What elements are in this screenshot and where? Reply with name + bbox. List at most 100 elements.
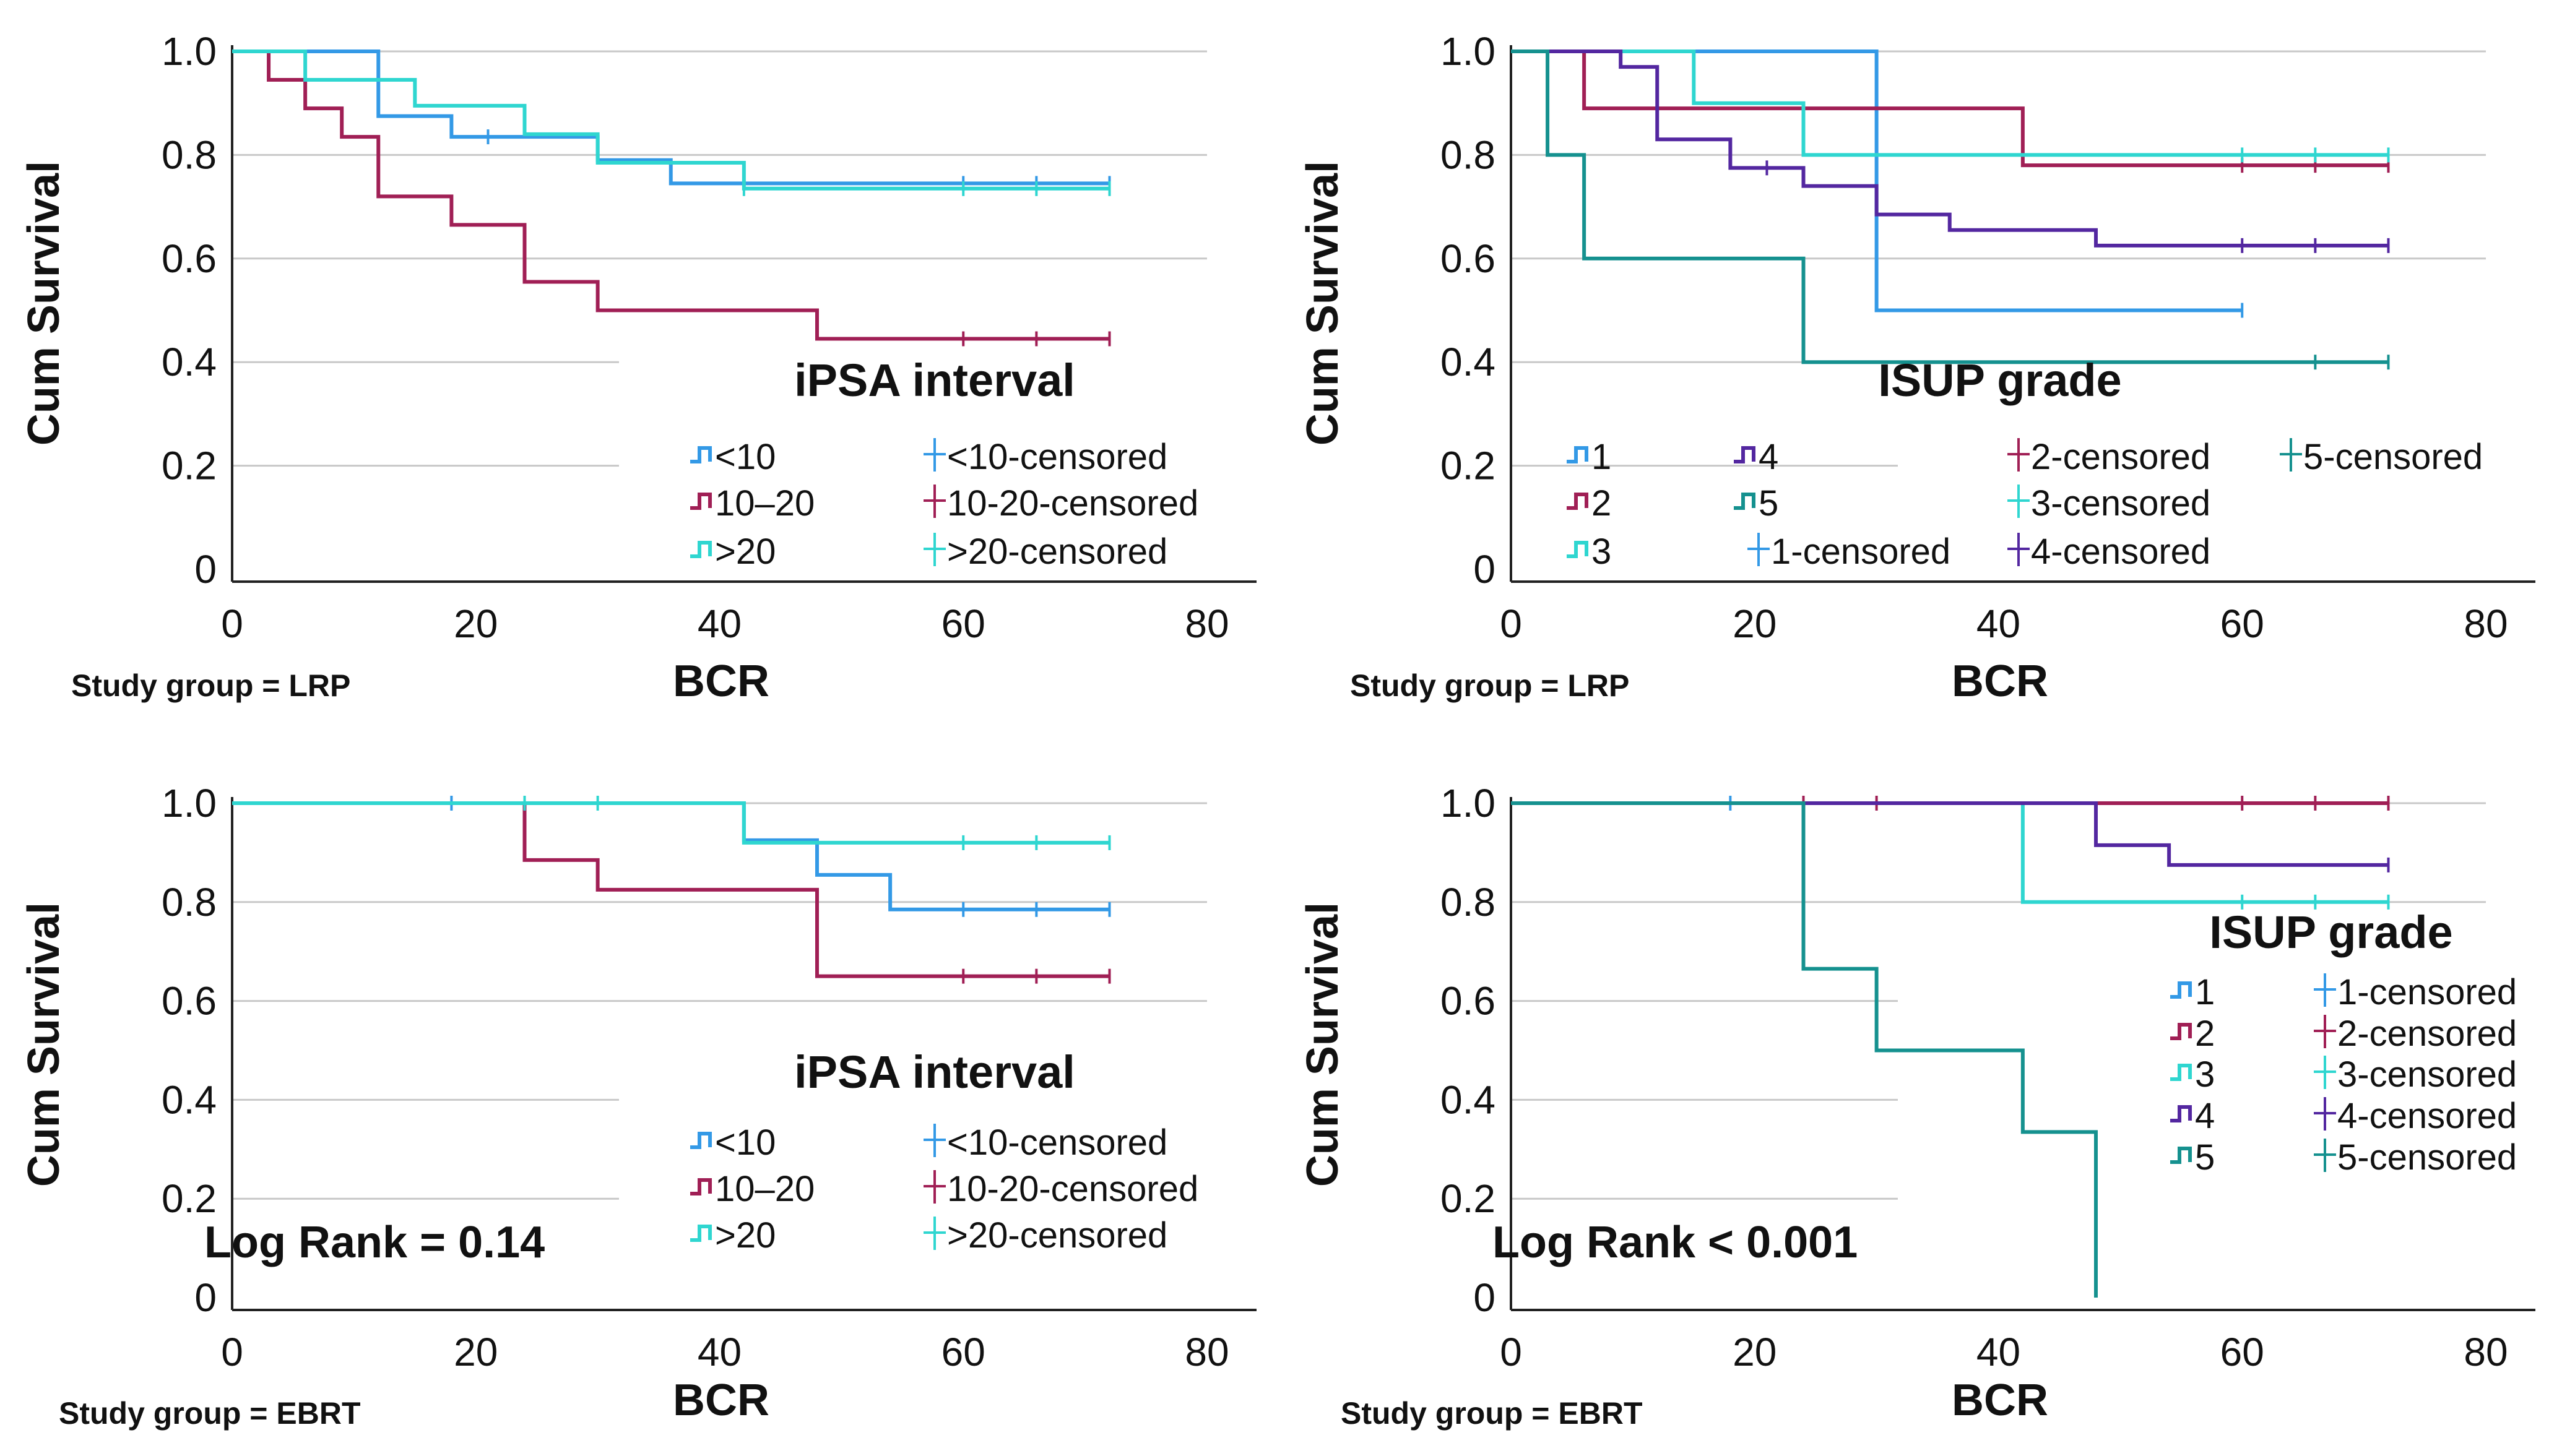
y-tick-label: 1.0 <box>162 781 217 825</box>
legend-label: 4-censored <box>2031 532 2210 572</box>
x-tick-label: 0 <box>221 1330 243 1374</box>
y-tick-label: 1.0 <box>162 29 217 74</box>
survival-curve-1 <box>1511 50 2243 312</box>
legend-label: 1 <box>1591 437 1611 477</box>
survival-curve-<10 <box>232 801 1110 911</box>
y-tick-label: 0.4 <box>162 340 217 384</box>
legend-label: >20 <box>715 532 776 572</box>
x-tick-label: 20 <box>454 601 498 646</box>
legend-label: 10-20-censored <box>947 483 1198 523</box>
y-tick-label: 0.4 <box>162 1077 217 1122</box>
x-tick-label: 60 <box>2220 1330 2264 1374</box>
log-rank-annotation: Log Rank = 0.14 <box>204 1218 545 1267</box>
legend-label: 5-censored <box>2303 437 2483 477</box>
y-axis-title: Cum Survival <box>1298 902 1348 1187</box>
log-rank-annotation: Log Rank < 0.001 <box>1492 1218 1858 1267</box>
legend-title: ISUP grade <box>2209 907 2452 958</box>
legend-label: 5-censored <box>2337 1137 2517 1178</box>
x-axis-title: BCR <box>1952 1376 2048 1425</box>
legend: ISUP grade 1 2 3 4 5 1-censored 2-censored 3-cen… <box>1567 355 2483 572</box>
y-tick-label: 0.4 <box>1440 340 1495 384</box>
chart-panel-4: 0 0.2 0.4 0.6 0.8 1.0 0 20 40 60 80 Cum Survival BCR… <box>1298 781 2535 1431</box>
y-tick-label: 0.2 <box>162 444 217 488</box>
y-tick-label: 0.2 <box>162 1176 217 1221</box>
legend-label: 2-censored <box>2337 1014 2517 1054</box>
y-axis-title: Cum Survival <box>1298 161 1348 446</box>
chart-panel-3: 0 0.2 0.4 0.6 0.8 1.0 0 20 40 60 80 Cum Survival BCR… <box>19 781 1257 1431</box>
x-tick-label: 0 <box>221 601 243 646</box>
y-tick-label: 0 <box>194 1275 217 1320</box>
x-tick-label: 80 <box>1185 1330 1229 1374</box>
legend-label: 1-censored <box>1771 532 1950 572</box>
legend-swatch-step <box>1567 446 1588 463</box>
legend-label: 1-censored <box>2337 972 2517 1012</box>
survival-curve-3 <box>1511 801 2389 904</box>
legend-swatch-step <box>2170 1064 2192 1081</box>
y-tick-label: 0.6 <box>1440 236 1495 281</box>
legend-label: <10 <box>715 437 776 477</box>
survival-curve-10–20 <box>232 801 1110 978</box>
x-tick-label: 40 <box>1976 601 2020 646</box>
survival-curve-5 <box>1511 801 2098 1298</box>
legend-label: 2 <box>1591 483 1611 523</box>
legend-swatch-step <box>2170 1147 2192 1164</box>
x-tick-label: 80 <box>1185 601 1229 646</box>
legend-label: <10-censored <box>947 1122 1167 1163</box>
legend-label: 2 <box>2195 1014 2215 1054</box>
x-tick-label: 0 <box>1500 601 1522 646</box>
legend-label: 3 <box>1591 532 1611 572</box>
x-tick-label: 80 <box>2464 601 2508 646</box>
legend-label: 5 <box>2195 1137 2215 1178</box>
legend-label: 4 <box>1759 437 1778 477</box>
y-axis-title: Cum Survival <box>19 161 69 446</box>
legend-label: 2-censored <box>2031 437 2210 477</box>
legend-label: <10-censored <box>947 437 1167 477</box>
chart-panel-2: 0 0.2 0.4 0.6 0.8 1.0 0 20 40 60 80 Cum Survival BCR… <box>1298 29 2535 706</box>
y-tick-label: 1.0 <box>1440 781 1495 825</box>
survival-curve-<10 <box>232 50 1110 186</box>
survival-curve-3 <box>1511 50 2389 157</box>
legend-label: >20 <box>715 1215 776 1256</box>
legend-swatch-step <box>2170 1105 2192 1122</box>
legend-swatch-step <box>1734 446 1755 463</box>
legend-swatch-step <box>690 1225 712 1242</box>
y-tick-label: 0.8 <box>162 880 217 924</box>
legend-swatch-step <box>690 446 712 463</box>
legend-swatch-step <box>690 541 712 558</box>
study-group-caption: Study group = EBRT <box>1341 1396 1643 1431</box>
legend-title: iPSA interval <box>794 355 1075 406</box>
study-group-caption: Study group = LRP <box>1350 668 1629 703</box>
legend-label: 10-20-censored <box>947 1169 1198 1209</box>
legend-label: 10–20 <box>715 1169 815 1209</box>
y-tick-label: 0.6 <box>162 236 217 281</box>
legend: iPSA interval <10 10–20 >20 <10-censored 10-2… <box>690 1046 1198 1256</box>
legend-swatch-step <box>1567 493 1588 510</box>
x-axis-title: BCR <box>673 657 769 706</box>
y-tick-label: 0.2 <box>1440 1176 1495 1221</box>
y-tick-label: 0 <box>1473 1275 1495 1320</box>
study-group-caption: Study group = LRP <box>71 668 350 703</box>
legend-label: 4-censored <box>2337 1096 2517 1136</box>
survival-curve->20 <box>232 50 1110 191</box>
legend-swatch-step <box>2170 1023 2192 1040</box>
x-tick-label: 20 <box>454 1330 498 1374</box>
legend-swatch-step <box>1567 541 1588 558</box>
legend-swatch-step <box>690 493 712 510</box>
x-tick-label: 20 <box>1733 1330 1777 1374</box>
y-tick-label: 0.4 <box>1440 1077 1495 1122</box>
x-tick-label: 60 <box>941 601 985 646</box>
y-tick-label: 0.2 <box>1440 444 1495 488</box>
y-tick-label: 1.0 <box>1440 29 1495 74</box>
legend-label: >20-censored <box>947 532 1167 572</box>
legend-swatch-step <box>690 1132 712 1149</box>
legend-label: 3-censored <box>2031 483 2210 523</box>
survival-curve-4 <box>1511 50 2389 248</box>
legend-label: <10 <box>715 1122 776 1163</box>
survival-curve-10–20 <box>232 50 1110 341</box>
x-tick-label: 60 <box>941 1330 985 1374</box>
x-axis-title: BCR <box>1952 657 2048 706</box>
legend-title: ISUP grade <box>1878 355 2121 406</box>
survival-curve->20 <box>232 801 1110 845</box>
